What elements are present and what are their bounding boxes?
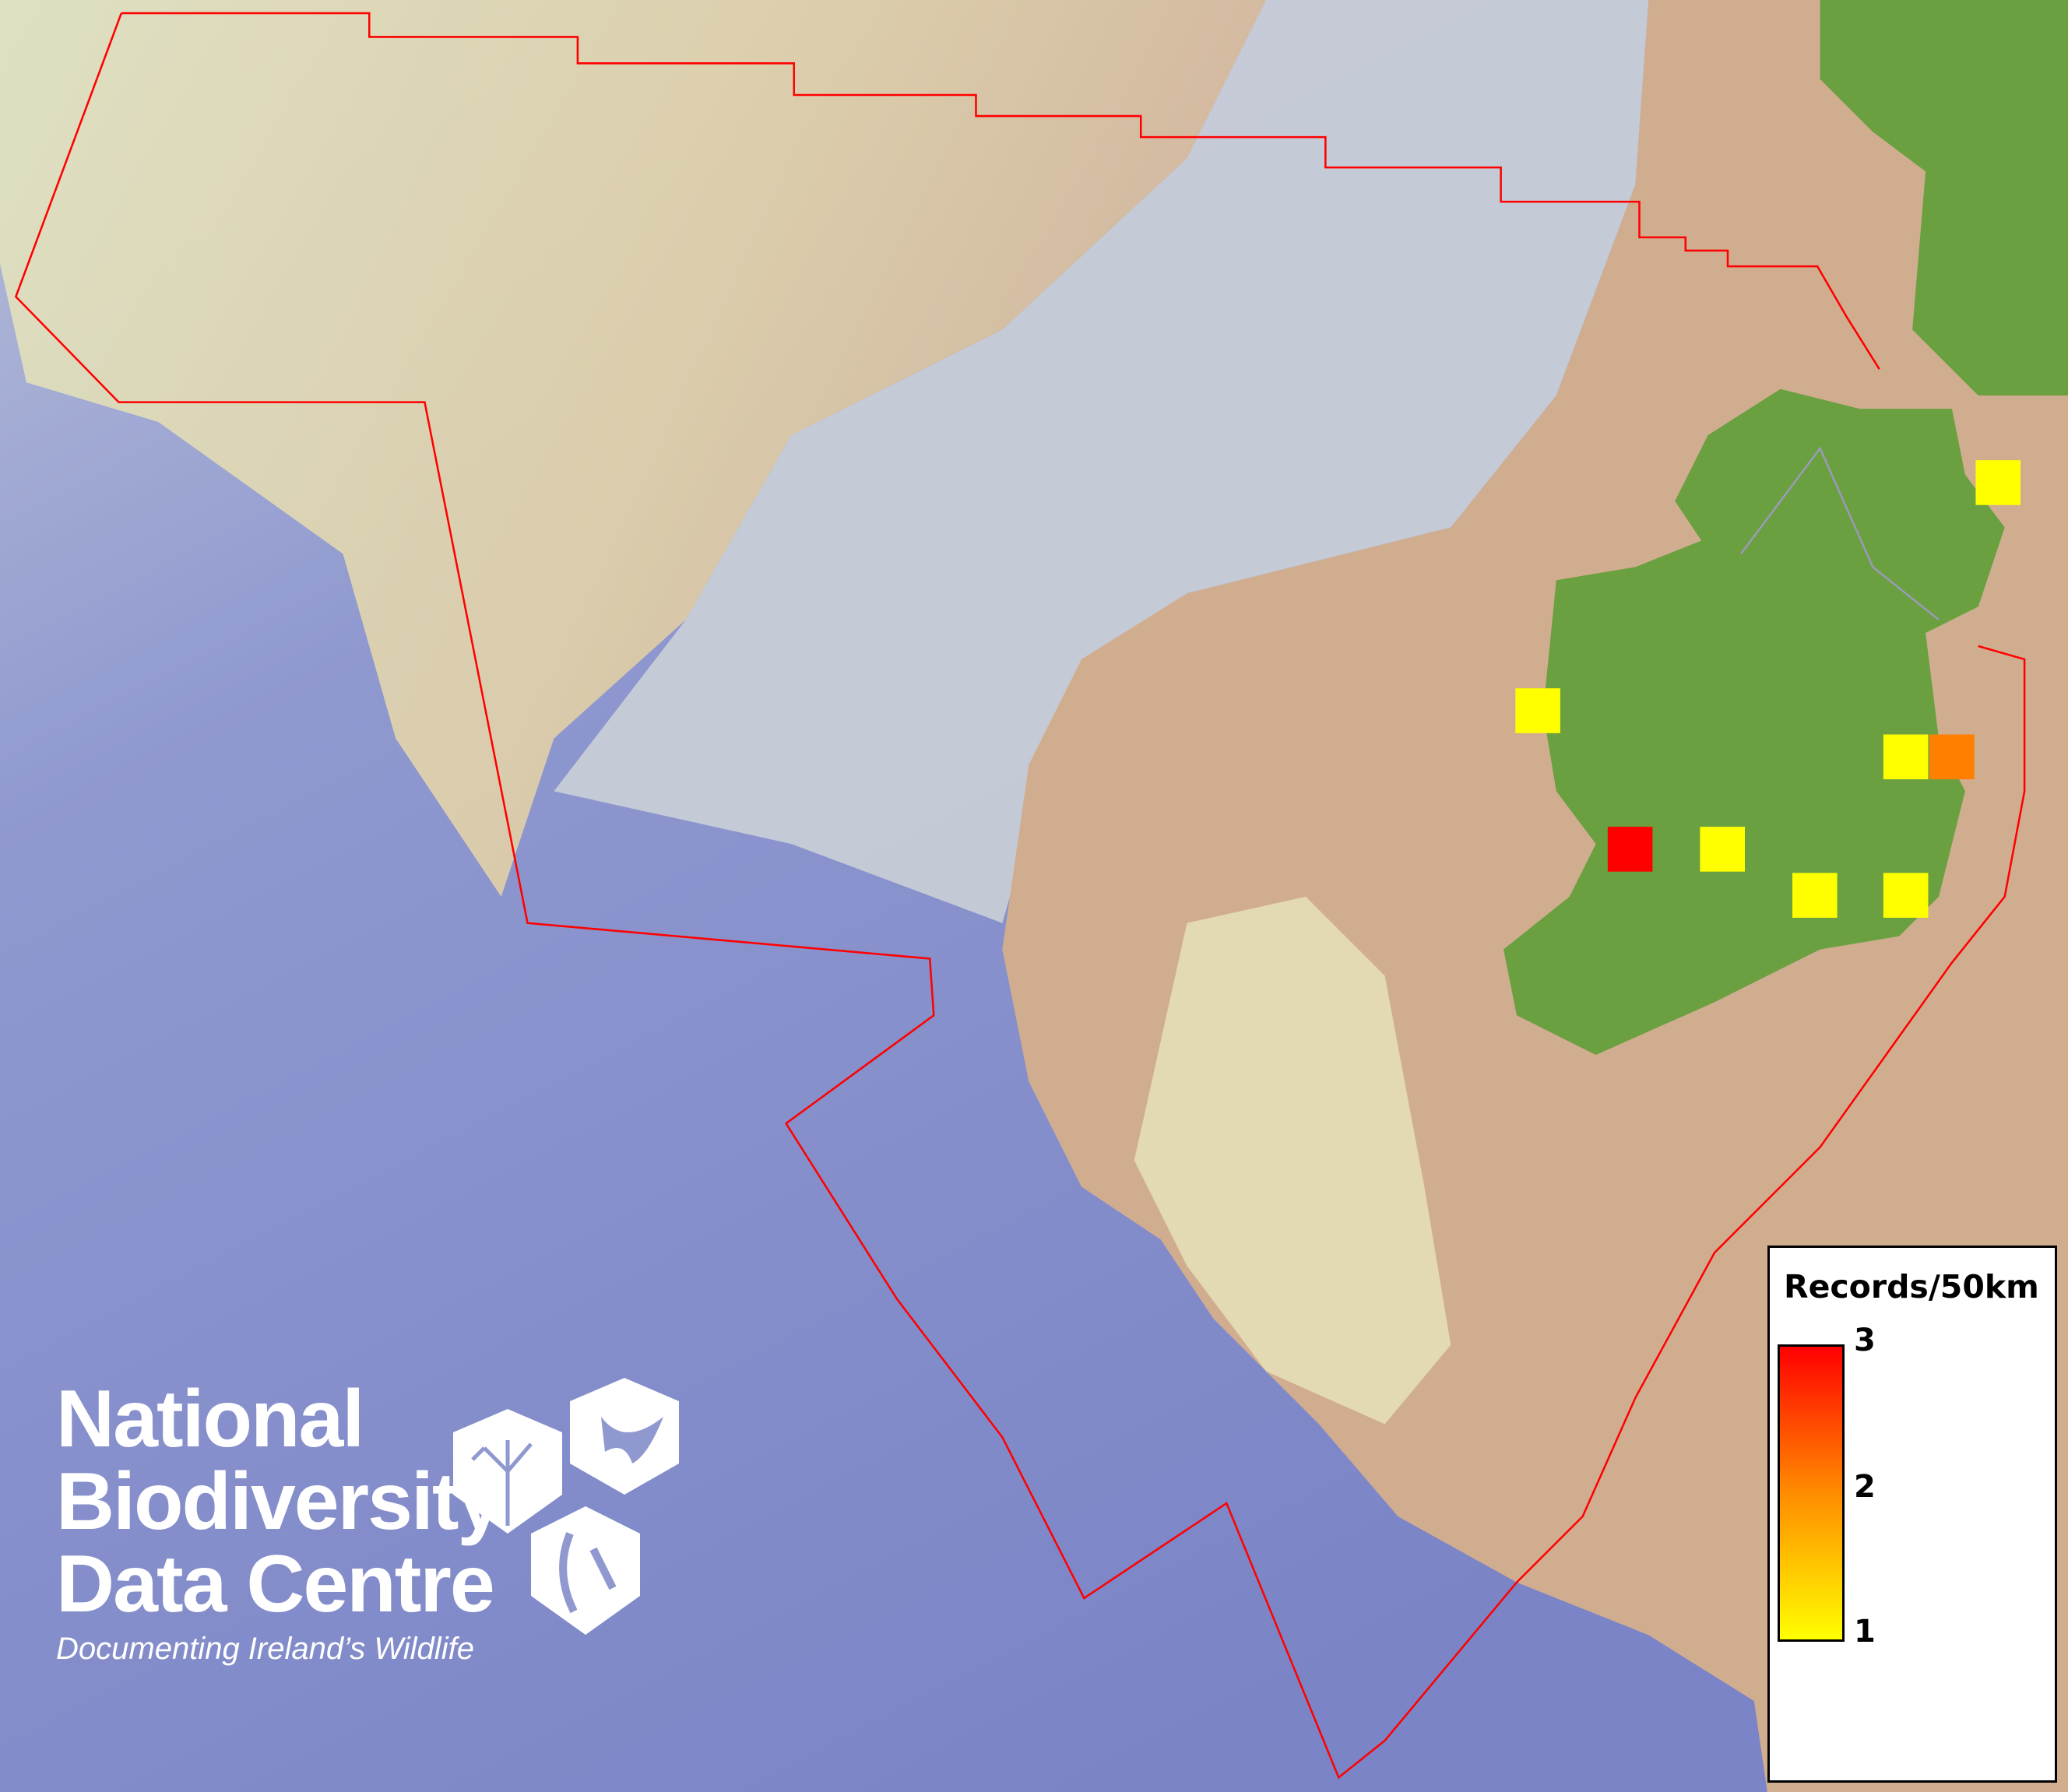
grid-square-records-1[interactable] <box>1883 873 1929 918</box>
logo-text-line2: Biodiversity <box>56 1456 502 1547</box>
nbdc-logo: National Biodiversity Data Centre Docume… <box>56 1374 679 1667</box>
scotland-land <box>1820 0 2068 396</box>
logo-text-line1: National <box>56 1374 364 1464</box>
grid-square-records-1[interactable] <box>1975 460 2021 505</box>
logo-tagline: Documenting Ireland’s Wildlife <box>56 1632 474 1666</box>
legend-color-ramp <box>1778 1344 1845 1642</box>
butterfly-icon <box>570 1378 679 1495</box>
grid-square-records-1[interactable] <box>1515 688 1560 733</box>
legend-tick-max: 3 <box>1854 1323 1876 1358</box>
grid-square-records-3[interactable] <box>1607 827 1653 872</box>
logo-text-line3: Data Centre <box>56 1539 495 1629</box>
rockall-plateau <box>0 0 1267 897</box>
legend-tick-min: 1 <box>1854 1614 1876 1650</box>
legend: Records/50km 3 2 1 <box>1767 1246 2057 1783</box>
tree-icon <box>453 1409 562 1534</box>
logo-hexagons <box>453 1378 679 1635</box>
porcupine-bank <box>1134 896 1451 1425</box>
grid-square-records-1[interactable] <box>1700 827 1745 872</box>
legend-title: Records/50km <box>1784 1268 2039 1305</box>
boundary-line-north <box>121 12 1880 370</box>
grid-square-records-1[interactable] <box>1792 873 1838 918</box>
grid-square-records-2[interactable] <box>1929 734 1975 780</box>
ireland-land <box>1504 388 2005 1056</box>
grid-square-records-1[interactable] <box>1883 734 1929 780</box>
rockall-trough <box>554 0 1649 923</box>
seahorse-icon <box>531 1506 640 1635</box>
records-grid-squares <box>1515 460 2021 918</box>
boundary-line-west-south <box>14 12 2026 1780</box>
ni-border <box>1739 446 1940 621</box>
legend-tick-mid: 2 <box>1854 1469 1876 1505</box>
